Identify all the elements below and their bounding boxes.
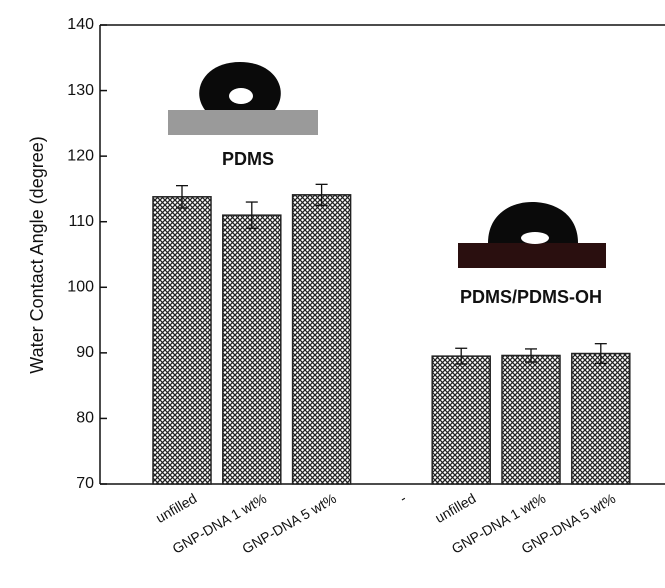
error-bar <box>176 184 188 209</box>
y-tick-label: 140 <box>67 16 94 33</box>
droplet-image-pdms-oh <box>458 202 606 268</box>
x-tick-label: - <box>397 490 409 506</box>
annotation: PDMS <box>222 149 274 169</box>
y-tick-label: 90 <box>76 344 94 361</box>
bar <box>571 352 631 485</box>
y-axis-label: Water Contact Angle (degree) <box>27 136 47 373</box>
bar <box>222 214 282 485</box>
error-bar <box>455 347 468 365</box>
y-tick-label: 110 <box>68 213 94 230</box>
droplet-image-pdms <box>168 62 318 135</box>
y-tick-label: 120 <box>67 147 94 164</box>
y-tick-label: 100 <box>67 279 94 296</box>
bar <box>501 354 561 485</box>
error-bar <box>594 343 607 364</box>
y-tick-label: 70 <box>76 475 94 492</box>
error-bar <box>245 201 258 229</box>
bar <box>431 355 491 485</box>
y-tick-label: 80 <box>76 410 94 427</box>
bar <box>152 196 212 485</box>
y-tick-label: 130 <box>67 82 94 99</box>
x-tick-label: unfilled <box>432 490 478 526</box>
bar <box>291 194 352 485</box>
annotation: PDMS/PDMS-OH <box>460 287 602 307</box>
x-tick-label: unfilled <box>153 490 199 526</box>
error-bar <box>315 183 328 206</box>
error-bar <box>525 348 537 363</box>
